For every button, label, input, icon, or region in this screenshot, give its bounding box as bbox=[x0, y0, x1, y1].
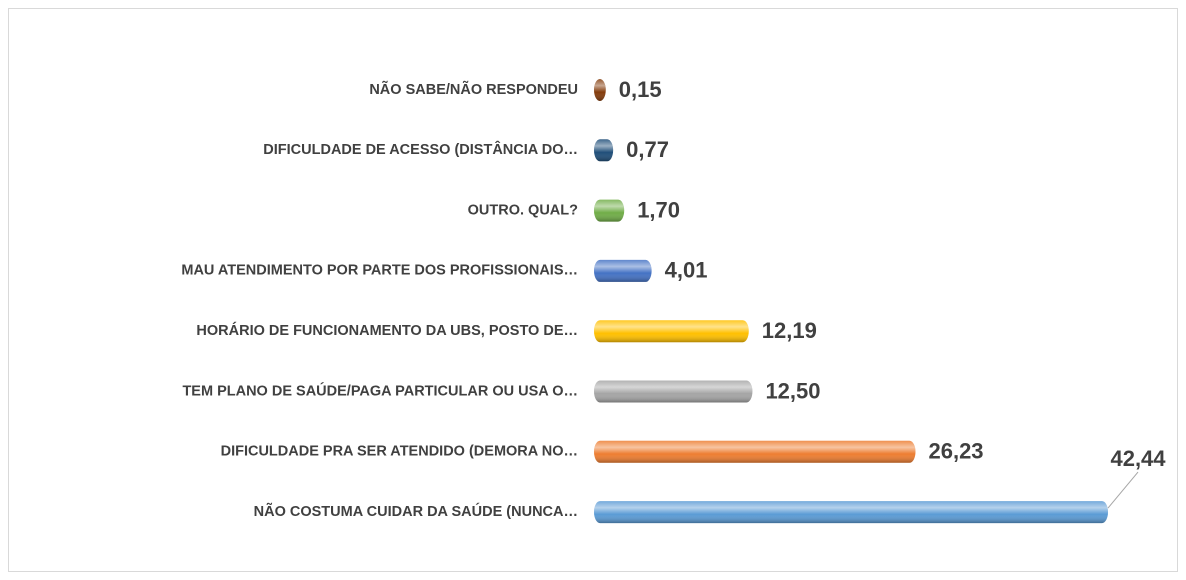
chart-frame bbox=[8, 8, 1178, 572]
category-label: NÃO SABE/NÃO RESPONDEU bbox=[369, 80, 578, 98]
category-label: DIFICULDADE DE ACESSO (DISTÂNCIA DO… bbox=[263, 140, 578, 158]
bar-shine bbox=[594, 259, 652, 282]
value-label: 1,70 bbox=[637, 197, 680, 222]
value-label: 26,23 bbox=[928, 439, 983, 464]
category-label: HORÁRIO DE FUNCIONAMENTO DA UBS, POSTO D… bbox=[196, 322, 578, 339]
bar-shine bbox=[594, 320, 749, 343]
bar-shine bbox=[594, 440, 916, 463]
category-label: OUTRO. QUAL? bbox=[468, 202, 578, 218]
value-label: 12,50 bbox=[765, 378, 820, 403]
bar-shine bbox=[594, 501, 1108, 524]
category-label: NÃO COSTUMA CUIDAR DA SAÚDE (NUNCA… bbox=[254, 502, 578, 520]
value-label: 0,15 bbox=[619, 77, 662, 102]
value-label: 4,01 bbox=[665, 258, 708, 283]
bar-shine bbox=[594, 380, 753, 403]
category-label: MAU ATENDIMENTO POR PARTE DOS PROFISSION… bbox=[181, 263, 578, 279]
bar-shine bbox=[594, 79, 606, 101]
category-label: TEM PLANO DE SAÚDE/PAGA PARTICULAR OU US… bbox=[182, 381, 578, 399]
bar-shine bbox=[594, 199, 625, 222]
category-label: DIFICULDADE PRA SER ATENDIDO (DEMORA NO… bbox=[221, 444, 578, 460]
bar-shine bbox=[594, 139, 614, 162]
value-label: 12,19 bbox=[762, 318, 817, 343]
value-label: 0,77 bbox=[626, 137, 669, 162]
leader-line bbox=[1107, 471, 1139, 509]
value-label: 42,44 bbox=[1110, 446, 1166, 471]
